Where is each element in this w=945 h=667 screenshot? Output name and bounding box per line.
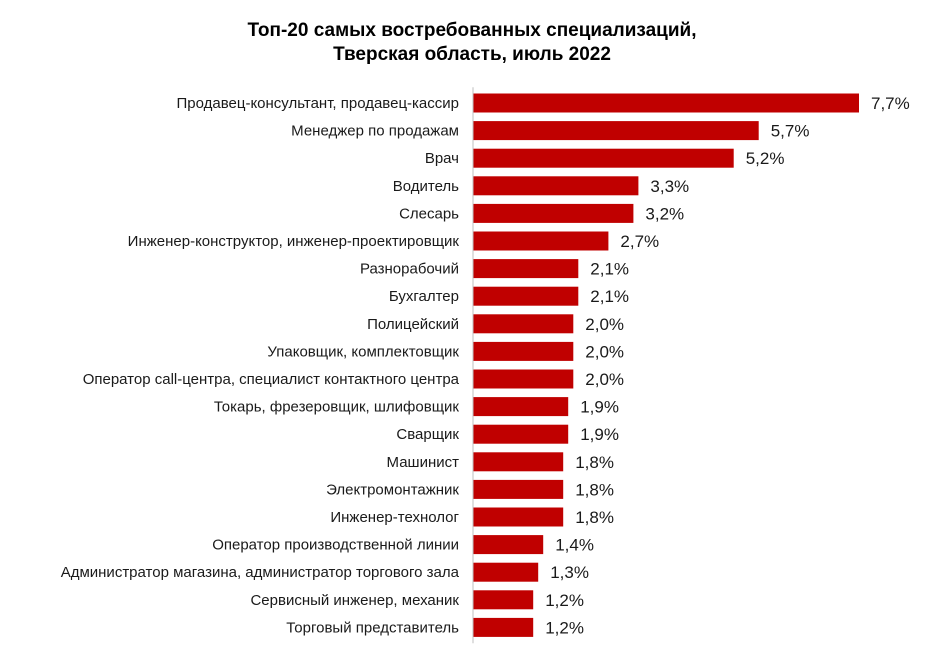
value-label-9: 2,0% (585, 342, 624, 361)
bar-3 (473, 176, 639, 196)
bar-5 (473, 231, 609, 251)
bar-6 (473, 259, 579, 279)
value-label-12: 1,9% (580, 425, 619, 444)
value-label-10: 2,0% (585, 370, 624, 389)
category-label-3: Водитель (393, 178, 459, 195)
value-label-11: 1,9% (580, 398, 619, 417)
chart-title: Топ-20 самых востребованных специализаци… (247, 20, 696, 65)
bar-10 (473, 369, 574, 389)
bar-18 (473, 590, 534, 610)
value-label-3: 3,3% (650, 177, 689, 196)
category-label-10: Оператор call-центра, специалист контакт… (83, 371, 460, 388)
category-label-15: Инженер-технолог (330, 509, 459, 526)
bar-0 (473, 93, 859, 113)
category-label-7: Бухгалтер (389, 288, 459, 305)
category-label-11: Токарь, фрезеровщик, шлифовщик (214, 399, 460, 416)
category-label-12: Сварщик (396, 426, 459, 443)
bar-16 (473, 535, 544, 555)
bar-13 (473, 452, 564, 472)
value-label-5: 2,7% (620, 232, 659, 251)
category-label-0: Продавец-консультант, продавец-кассир (176, 95, 459, 112)
value-label-19: 1,2% (545, 618, 584, 637)
chart-title-line-1: Топ-20 самых востребованных специализаци… (247, 20, 696, 41)
bar-7 (473, 286, 579, 306)
value-label-14: 1,8% (575, 480, 614, 499)
value-label-13: 1,8% (575, 453, 614, 472)
chart-title-line-2: Тверская область, июль 2022 (333, 44, 611, 65)
value-label-0: 7,7% (871, 94, 910, 113)
category-label-16: Оператор производственной линии (212, 537, 459, 554)
category-label-4: Слесарь (399, 205, 459, 222)
category-label-14: Электромонтажник (326, 481, 459, 498)
bar-8 (473, 314, 574, 334)
category-label-1: Менеджер по продажам (291, 123, 459, 140)
bar-11 (473, 397, 569, 417)
value-label-15: 1,8% (575, 508, 614, 527)
value-label-8: 2,0% (585, 315, 624, 334)
category-label-18: Сервисный инженер, механик (250, 592, 459, 609)
category-label-2: Врач (425, 150, 459, 167)
bar-14 (473, 479, 564, 499)
value-label-1: 5,7% (771, 122, 810, 141)
value-label-17: 1,3% (550, 563, 589, 582)
category-label-19: Торговый представитель (286, 619, 459, 636)
category-label-13: Машинист (387, 454, 460, 471)
value-label-4: 3,2% (645, 204, 684, 223)
category-label-17: Администратор магазина, администратор то… (61, 564, 460, 581)
bar-1 (473, 121, 759, 141)
value-label-2: 5,2% (746, 149, 785, 168)
value-label-7: 2,1% (590, 287, 629, 306)
category-label-5: Инженер-конструктор, инженер-проектировщ… (128, 233, 460, 250)
category-label-8: Полицейский (367, 316, 459, 333)
bar-9 (473, 341, 574, 361)
category-label-6: Разнорабочий (360, 261, 459, 278)
category-label-9: Упаковщик, комплектовщик (267, 343, 459, 360)
bar-2 (473, 148, 734, 168)
value-label-16: 1,4% (555, 536, 594, 555)
bar-4 (473, 203, 634, 223)
category-labels-group: Продавец-консультант, продавец-кассир Мен… (61, 95, 460, 636)
bar-17 (473, 562, 539, 582)
value-labels-group: 7,7% 5,7% 5,2% 3,3% 3,2% 2,7% 2,1% 2,1% 2,0% 2,0%… (545, 94, 910, 637)
bar-19 (473, 617, 534, 637)
bar-12 (473, 424, 569, 444)
value-label-18: 1,2% (545, 591, 584, 610)
bars-group (473, 93, 859, 637)
bar-15 (473, 507, 564, 527)
value-label-6: 2,1% (590, 260, 629, 279)
